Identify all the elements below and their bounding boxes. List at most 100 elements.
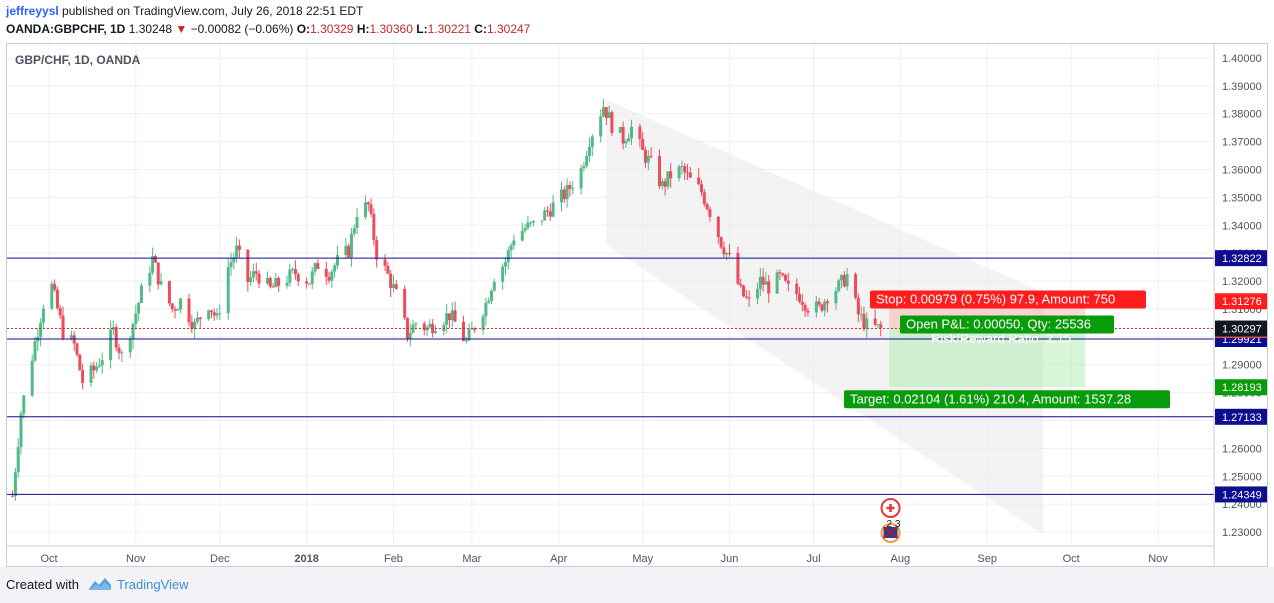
candle-body [688, 172, 692, 178]
stop-label-box [870, 290, 1146, 309]
candle-body [369, 204, 373, 214]
candle-body [232, 257, 236, 263]
candle-body [646, 155, 650, 163]
publish-line: jeffreyysl published on TradingView.com,… [6, 3, 363, 19]
candle-body [95, 366, 99, 371]
candle-body [708, 209, 712, 217]
author-link[interactable]: jeffreyysl [6, 4, 59, 18]
x-tick-label: Nov [1148, 553, 1168, 565]
y-tick-label: 1.32000 [1222, 276, 1262, 288]
descending-channel [606, 99, 1044, 535]
candle-body [697, 177, 701, 185]
price-change: −0.00082 (−0.06%) [190, 22, 294, 36]
candle-body [111, 327, 115, 330]
candle-body [545, 210, 549, 212]
candle-body [450, 310, 454, 321]
x-tick-label: Dec [210, 553, 230, 565]
candle-body [11, 495, 15, 497]
tradingview-logo-icon[interactable] [88, 576, 112, 592]
candle-body [716, 216, 720, 238]
candle-body [366, 202, 370, 205]
candle-body [571, 188, 575, 190]
candle-body [254, 271, 258, 274]
candle-body [599, 116, 603, 137]
candle-body [663, 181, 667, 187]
candle-body [621, 126, 625, 144]
candle-body [814, 301, 818, 313]
candle-body [372, 213, 376, 241]
candle-body [215, 313, 219, 316]
candle-body [700, 184, 704, 193]
candle-body [565, 185, 569, 200]
candle-body [461, 321, 465, 341]
candle-body [775, 272, 779, 294]
candle-body [291, 269, 295, 271]
candle-body [137, 302, 141, 314]
pnl-label: Open P&L: 0.00050, Qty: 25536 [906, 317, 1091, 332]
candle-body [660, 181, 664, 187]
candle-body [19, 413, 23, 448]
candle-body [876, 324, 880, 326]
candle-body [638, 126, 642, 139]
y-tick-label: 1.29000 [1222, 360, 1262, 372]
y-tick-label: 1.26000 [1222, 443, 1262, 455]
candle-body [618, 126, 622, 133]
candle-body [249, 277, 253, 283]
candle-body [176, 309, 180, 311]
candle-body [531, 220, 535, 223]
candle-body [190, 322, 194, 329]
candle-body [100, 360, 104, 366]
y-tick-label: 1.35000 [1222, 192, 1262, 204]
y-tick-label: 1.23000 [1222, 527, 1262, 539]
price-chart[interactable]: Stop: 0.00979 (0.75%) 97.9, Amount: 750 O… [0, 0, 1274, 567]
candle-body [75, 343, 79, 355]
x-tick-label: Sep [977, 553, 997, 565]
candle-body [375, 240, 379, 260]
candle-body [481, 316, 485, 330]
plus-icon [886, 504, 895, 512]
candle-body [725, 252, 729, 255]
position-price-marker-bg [1215, 293, 1267, 310]
candle-body [778, 272, 782, 274]
candle-body [803, 304, 807, 311]
candle-body [139, 285, 143, 303]
candle-body [506, 250, 510, 263]
candle-body [562, 189, 566, 200]
candle-body [352, 228, 356, 234]
level-price-marker-bg [1215, 408, 1267, 425]
candle-body [428, 323, 432, 328]
candle-body [389, 273, 393, 288]
close-label: C: [474, 22, 487, 36]
candle-body [355, 217, 359, 229]
y-tick-label: 1.25000 [1222, 471, 1262, 483]
level-price-marker: 1.27133 [1222, 412, 1262, 424]
candle-body [285, 282, 289, 286]
x-tick-label: Nov [126, 553, 146, 565]
level-price-marker: 1.24349 [1222, 489, 1262, 501]
candle-body [92, 365, 96, 371]
pnl-label-box [900, 315, 1114, 334]
candle-body [268, 277, 272, 287]
x-tick-label: Jun [721, 553, 739, 565]
candle-body [394, 284, 398, 289]
candle-body [293, 269, 297, 275]
stop-label: Stop: 0.00979 (0.75%) 97.9, Amount: 750 [876, 291, 1115, 306]
candle-body [677, 166, 681, 179]
candle-body [683, 166, 687, 173]
candle-body [246, 249, 250, 283]
candle-body [209, 310, 213, 313]
candle-body [601, 107, 605, 117]
candle-body [767, 281, 771, 294]
candle-body [739, 283, 743, 286]
candle-body [464, 340, 468, 342]
candle-body [523, 228, 527, 231]
candle-body [120, 352, 124, 354]
candle-body [795, 283, 799, 295]
tradingview-link[interactable]: TradingView [117, 577, 189, 592]
candle-body [579, 167, 583, 189]
candle-body [509, 245, 513, 251]
candle-body [117, 347, 121, 353]
candle-body [316, 263, 320, 269]
candle-body [170, 303, 174, 310]
candle-body [865, 318, 869, 329]
